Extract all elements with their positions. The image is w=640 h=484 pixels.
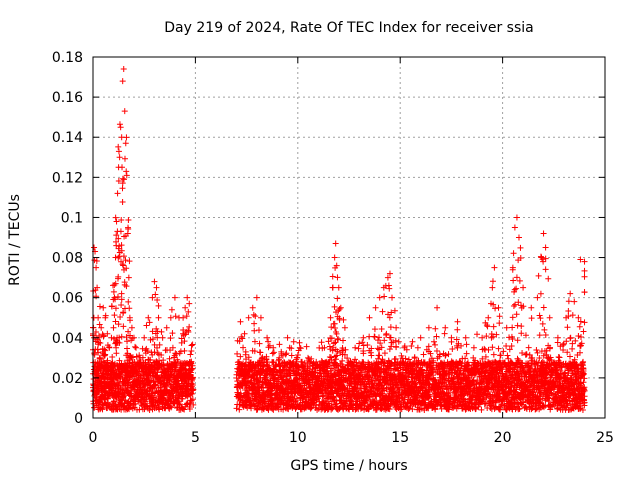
data-point <box>504 353 510 359</box>
data-point <box>524 351 530 357</box>
data-point <box>491 352 497 358</box>
data-point <box>283 351 289 357</box>
data-point <box>464 341 470 347</box>
data-points <box>90 66 588 413</box>
data-point <box>474 331 480 337</box>
data-point <box>237 354 243 360</box>
data-point <box>304 344 310 350</box>
data-point <box>569 341 575 347</box>
data-point <box>432 342 438 348</box>
data-point <box>160 357 166 363</box>
data-point <box>568 335 574 341</box>
data-point <box>433 333 439 339</box>
data-point <box>500 348 506 354</box>
data-point <box>234 351 240 357</box>
data-point <box>556 354 562 360</box>
data-point <box>270 350 276 356</box>
data-point <box>109 354 115 360</box>
data-point <box>543 332 549 338</box>
data-point <box>376 334 382 340</box>
data-point <box>234 405 240 411</box>
data-point <box>359 339 365 345</box>
data-point <box>319 339 325 345</box>
data-point <box>190 341 196 347</box>
data-point <box>462 355 468 361</box>
data-point <box>187 351 193 357</box>
data-point <box>533 347 539 353</box>
data-point <box>276 341 282 347</box>
data-point <box>421 352 427 358</box>
data-point <box>382 350 388 356</box>
data-point <box>271 349 277 355</box>
data-point <box>408 343 414 349</box>
data-point <box>406 356 412 362</box>
data-point <box>478 407 484 413</box>
